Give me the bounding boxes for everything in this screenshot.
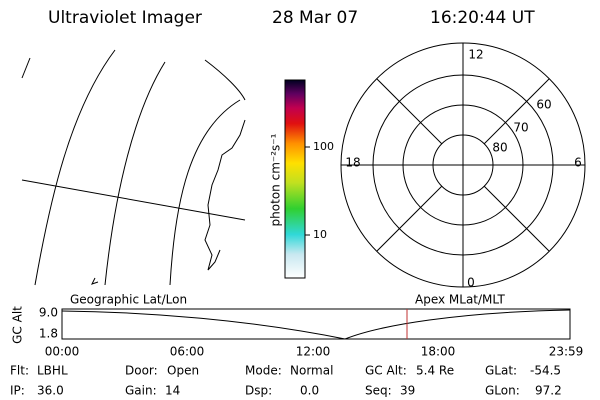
field-value: 36.0	[37, 384, 64, 398]
field-value: Open	[167, 364, 199, 378]
timeline-x-tick: 00:00	[45, 345, 80, 359]
timeline-right-title: Apex MLat/MLT	[415, 293, 505, 307]
field-label: Dsp:	[245, 384, 272, 398]
colorbar-label: photon cm⁻²s⁻¹	[269, 133, 283, 226]
colorbar-tick-label: 10	[313, 228, 327, 241]
mlt-label: 0	[467, 276, 475, 290]
date: 28 Mar 07	[272, 8, 358, 28]
timeline-y-tick: 9.0	[39, 306, 58, 320]
field-value: 97.2	[535, 384, 562, 398]
map-panel	[21, 49, 246, 286]
field-value: 5.4 Re	[416, 364, 454, 378]
mlt-label: 18	[345, 156, 360, 170]
field-value: 39	[400, 384, 415, 398]
colorbar-tick-label: 100	[313, 140, 334, 153]
field-label: Door:	[125, 364, 158, 378]
timeline-left-title: Geographic Lat/Lon	[70, 293, 187, 307]
field-label: Gain:	[125, 384, 157, 398]
field-value: -54.5	[530, 364, 561, 378]
time: 16:20:44 UT	[430, 8, 535, 28]
lat-label: 70	[513, 121, 528, 135]
timeline-x-tick: 23:59	[549, 345, 584, 359]
lat-label: 60	[536, 98, 551, 112]
field-label: GC Alt:	[365, 364, 407, 378]
field-value: Normal	[290, 364, 333, 378]
timeline-y-label: GC Alt	[11, 306, 25, 344]
field-label: IP:	[10, 384, 25, 398]
timeline-x-tick: 18:00	[421, 345, 456, 359]
title: Ultraviolet Imager	[48, 8, 202, 28]
field-label: GLon:	[485, 384, 520, 398]
footer: Flt: LBHL Door: Open Mode: Normal GC Alt: 5.4 R…	[10, 364, 562, 398]
mlt-label: 6	[574, 156, 582, 170]
field-label: GLat:	[485, 364, 517, 378]
lat-label: 80	[492, 141, 507, 155]
field-value: 14	[165, 384, 180, 398]
timeline-x-tick: 06:00	[170, 345, 205, 359]
field-value: LBHL	[37, 364, 68, 378]
timeline-panel	[61, 308, 571, 340]
mlt-label: 12	[468, 48, 483, 62]
field-label: Seq:	[365, 384, 392, 398]
timeline-x-tick: 12:00	[296, 345, 331, 359]
field-value: 0.0	[300, 384, 319, 398]
timeline-y-tick: 1.8	[39, 327, 58, 341]
colorbar	[284, 79, 306, 279]
polar-plot	[340, 42, 586, 288]
field-label: Mode:	[245, 364, 282, 378]
field-label: Flt:	[10, 364, 29, 378]
